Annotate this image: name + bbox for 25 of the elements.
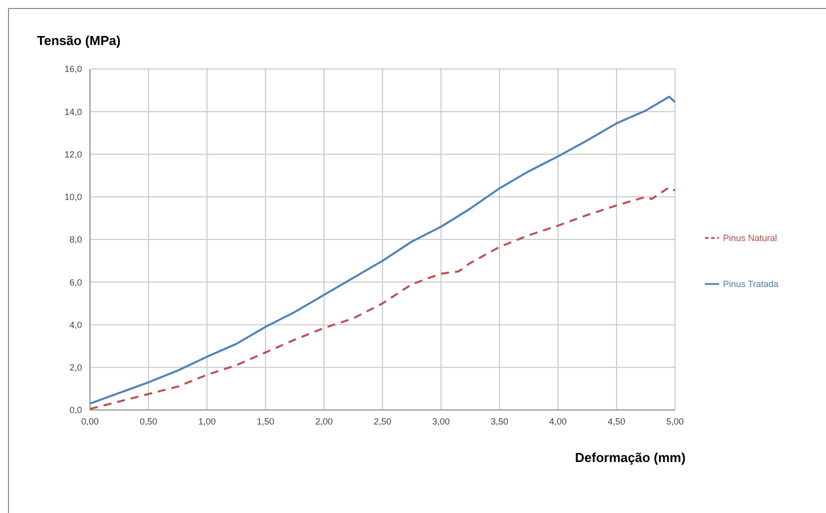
x-tick-label: 4,00 [549,416,567,426]
y-axis-title: Tensão (MPa) [37,33,121,48]
x-tick-label: 5,00 [666,416,684,426]
x-tick-label: 0,00 [81,416,99,426]
y-tick-label: 8,0 [69,234,82,245]
x-tick-label: 1,00 [198,416,216,426]
x-tick-label: 2,00 [315,416,333,426]
x-tick-label: 3,00 [432,416,450,426]
legend-label: Pinus Natural [723,232,778,242]
y-tick-label: 14,0 [64,106,82,117]
y-tick-label: 16,0 [64,64,82,74]
x-tick-label: 0,50 [140,416,158,426]
y-tick-label: 12,0 [64,149,82,160]
y-tick-label: 10,0 [64,192,82,202]
line-series [90,96,675,405]
x-tick-label: 2,50 [374,416,392,426]
y-tick-label: 4,0 [69,320,82,330]
x-axis-title: Deformação (mm) [575,450,686,465]
y-tick-label: 2,0 [69,362,82,373]
y-tick-label: 0,0 [69,405,82,416]
x-tick-label: 3,50 [490,416,508,426]
y-tick-label: 6,0 [69,277,82,288]
legend-label: Pinus Tratada [723,278,779,288]
x-tick-label: 4,50 [608,416,626,426]
x-tick-label: 1,50 [256,416,274,426]
